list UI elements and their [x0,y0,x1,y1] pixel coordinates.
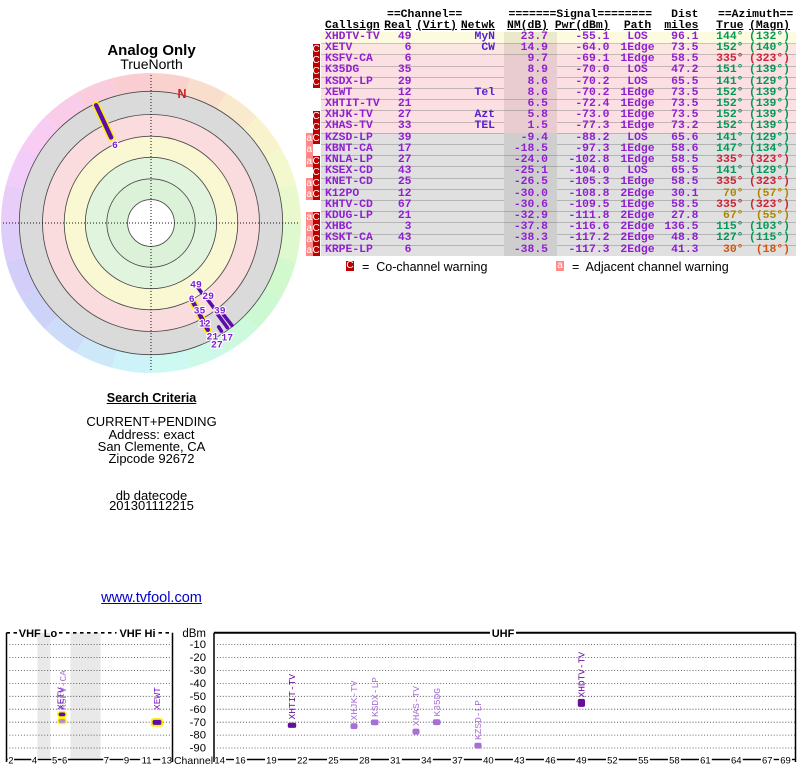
svg-text:dBm: dBm [182,628,206,640]
svg-text:37: 37 [452,755,463,766]
svg-text:UHF: UHF [492,628,515,640]
svg-text:K35DG: K35DG [432,688,443,717]
svg-text:49: 49 [190,280,202,291]
svg-text:39: 39 [214,306,226,317]
svg-text:64: 64 [731,755,742,766]
svg-text:KSFV-CA: KSFV-CA [58,670,69,710]
svg-text:VHF Hi: VHF Hi [119,628,155,640]
svg-text:58: 58 [669,755,680,766]
svg-text:52: 52 [607,755,618,766]
svg-text:N: N [177,87,186,101]
svg-text:67: 67 [762,755,773,766]
svg-text:2: 2 [8,755,13,766]
svg-text:KSDX-LP: KSDX-LP [370,677,381,717]
svg-text:55: 55 [638,755,649,766]
svg-text:5: 5 [52,755,57,766]
svg-text:31: 31 [390,755,401,766]
svg-text:12: 12 [199,318,211,329]
svg-text:XEWT: XEWT [152,687,163,710]
svg-text:XHJK-TV: XHJK-TV [349,680,360,720]
svg-text:XETV: XETV [56,687,67,710]
svg-text:29: 29 [202,291,214,302]
svg-text:49: 49 [576,755,587,766]
svg-text:-70: -70 [190,717,206,729]
svg-text:KZSD-LP: KZSD-LP [473,700,484,740]
svg-text:11: 11 [142,755,152,766]
svg-text:-80: -80 [190,730,206,742]
svg-text:28: 28 [359,755,370,766]
svg-text:13: 13 [161,755,172,766]
svg-text:7: 7 [104,755,109,766]
svg-text:-50: -50 [190,691,206,703]
svg-text:34: 34 [421,755,432,766]
svg-text:40: 40 [483,755,494,766]
svg-text:6: 6 [112,140,118,151]
svg-text:17: 17 [221,332,233,343]
svg-text:-60: -60 [190,704,206,716]
svg-text:6: 6 [62,755,67,766]
svg-text:19: 19 [266,755,277,766]
svg-text:14: 14 [214,755,225,766]
svg-text:43: 43 [514,755,525,766]
svg-text:9: 9 [124,755,129,766]
svg-text:69: 69 [780,755,791,766]
svg-text:-40: -40 [190,678,206,690]
svg-text:VHF Lo: VHF Lo [19,628,58,640]
svg-text:-20: -20 [190,652,206,664]
svg-text:-30: -30 [190,665,206,677]
svg-text:22: 22 [297,755,308,766]
svg-text:-10: -10 [190,639,206,651]
svg-text:-90: -90 [190,743,206,755]
svg-text:XHAS-TV: XHAS-TV [411,686,422,726]
svg-text:XHTIT-TV: XHTIT-TV [287,674,298,720]
svg-text:Channel: Channel [174,755,213,767]
svg-text:35: 35 [194,306,206,317]
svg-text:XHDTV-TV: XHDTV-TV [577,652,588,698]
svg-text:6: 6 [189,294,195,305]
svg-text:61: 61 [700,755,711,766]
svg-text:25: 25 [328,755,339,766]
svg-text:27: 27 [211,340,223,351]
svg-text:4: 4 [32,755,37,766]
svg-text:21: 21 [207,332,219,343]
svg-text:46: 46 [545,755,556,766]
svg-text:16: 16 [235,755,246,766]
